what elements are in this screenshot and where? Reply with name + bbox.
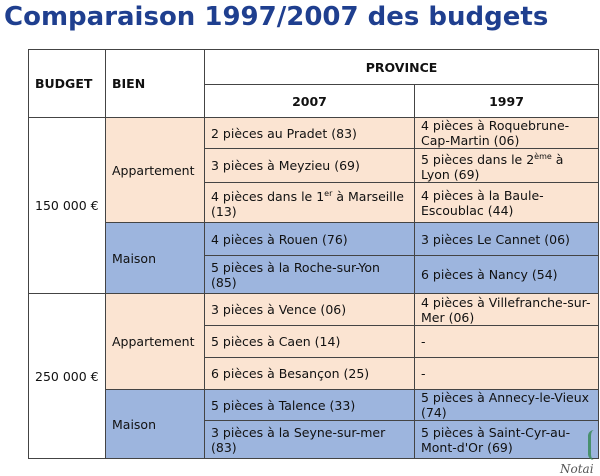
table-row: 3 pièces à la Seyne-sur-mer (83) 5 pièce…: [29, 420, 600, 460]
property-type-cell: Maison: [105, 389, 205, 460]
year-2007-header: 2007: [204, 84, 415, 118]
footer-note: Notai: [560, 462, 594, 476]
cell-1997: 4 pièces à Villefranche-sur-Mer (06): [413, 293, 600, 327]
budget-cell: 150 000 €: [28, 116, 106, 295]
bien-column-header: BIEN: [105, 49, 205, 118]
province-column-header: PROVINCE: [203, 49, 600, 85]
cell-1997: 3 pièces Le Cannet (06): [413, 222, 600, 257]
table-row: 5 pièces à la Roche-sur-Yon (85) 6 pièce…: [29, 255, 600, 295]
cell-2007: 5 pièces à la Roche-sur-Yon (85): [204, 255, 415, 295]
table-row: 3 pièces à Meyzieu (69) 5 pièces dans le…: [29, 147, 600, 184]
budget-comparison-table: BUDGET BIEN PROVINCE 2007 1997 150 000 €…: [28, 49, 600, 460]
property-type-cell: Maison: [105, 222, 205, 295]
table-row: 5 pièces à Caen (14) -: [29, 325, 600, 359]
cell-1997: 5 pièces à Saint-Cyr-au-Mont-d'Or (69): [413, 420, 600, 460]
cell-2007: 2 pièces au Pradet (83): [204, 117, 415, 149]
cell-2007: 3 pièces à Meyzieu (69): [204, 147, 415, 184]
cell-1997: -: [413, 357, 600, 391]
budget-column-header: BUDGET: [28, 49, 106, 118]
table-row: 6 pièces à Besançon (25) -: [29, 357, 600, 391]
table-row: 250 000 € Appartement 3 pièces à Vence (…: [28, 293, 600, 460]
property-type-cell: Appartement: [105, 293, 205, 391]
cell-2007: 3 pièces à la Seyne-sur-mer (83): [204, 420, 415, 460]
cell-1997: 4 pièces à Roquebrune-Cap-Martin (06): [413, 117, 600, 149]
cell-2007: 4 pièces dans le 1er à Marseille (13): [204, 182, 415, 224]
table-row: Maison 4 pièces à Rouen (76) 3 pièces Le…: [29, 222, 600, 295]
page-title: Comparaison 1997/2007 des budgets: [4, 2, 549, 32]
budget-cell: 250 000 €: [28, 293, 106, 460]
property-type-cell: Appartement: [105, 116, 205, 224]
cell-1997: 4 pièces à la Baule-Escoublac (44): [413, 182, 600, 224]
cell-1997: -: [413, 325, 600, 359]
cell-1997: 6 pièces à Nancy (54): [413, 255, 600, 295]
cell-2007: 6 pièces à Besançon (25): [204, 357, 415, 391]
cell-2007: 5 pièces à Talence (33): [204, 389, 415, 422]
cell-1997: 5 pièces à Annecy-le-Vieux (74): [413, 389, 600, 422]
cell-2007: 5 pièces à Caen (14): [204, 325, 415, 359]
table-row: 4 pièces dans le 1er à Marseille (13) 4 …: [29, 182, 600, 224]
table-row: Maison 5 pièces à Talence (33) 5 pièces …: [29, 389, 600, 460]
cell-1997: 5 pièces dans le 2ème à Lyon (69): [413, 147, 600, 184]
table-row: 150 000 € Appartement 2 pièces au Pradet…: [28, 116, 600, 295]
logo-edge-mark: [588, 430, 599, 460]
cell-2007: 4 pièces à Rouen (76): [204, 222, 415, 257]
year-1997-header: 1997: [413, 84, 600, 118]
cell-2007: 3 pièces à Vence (06): [204, 293, 415, 327]
